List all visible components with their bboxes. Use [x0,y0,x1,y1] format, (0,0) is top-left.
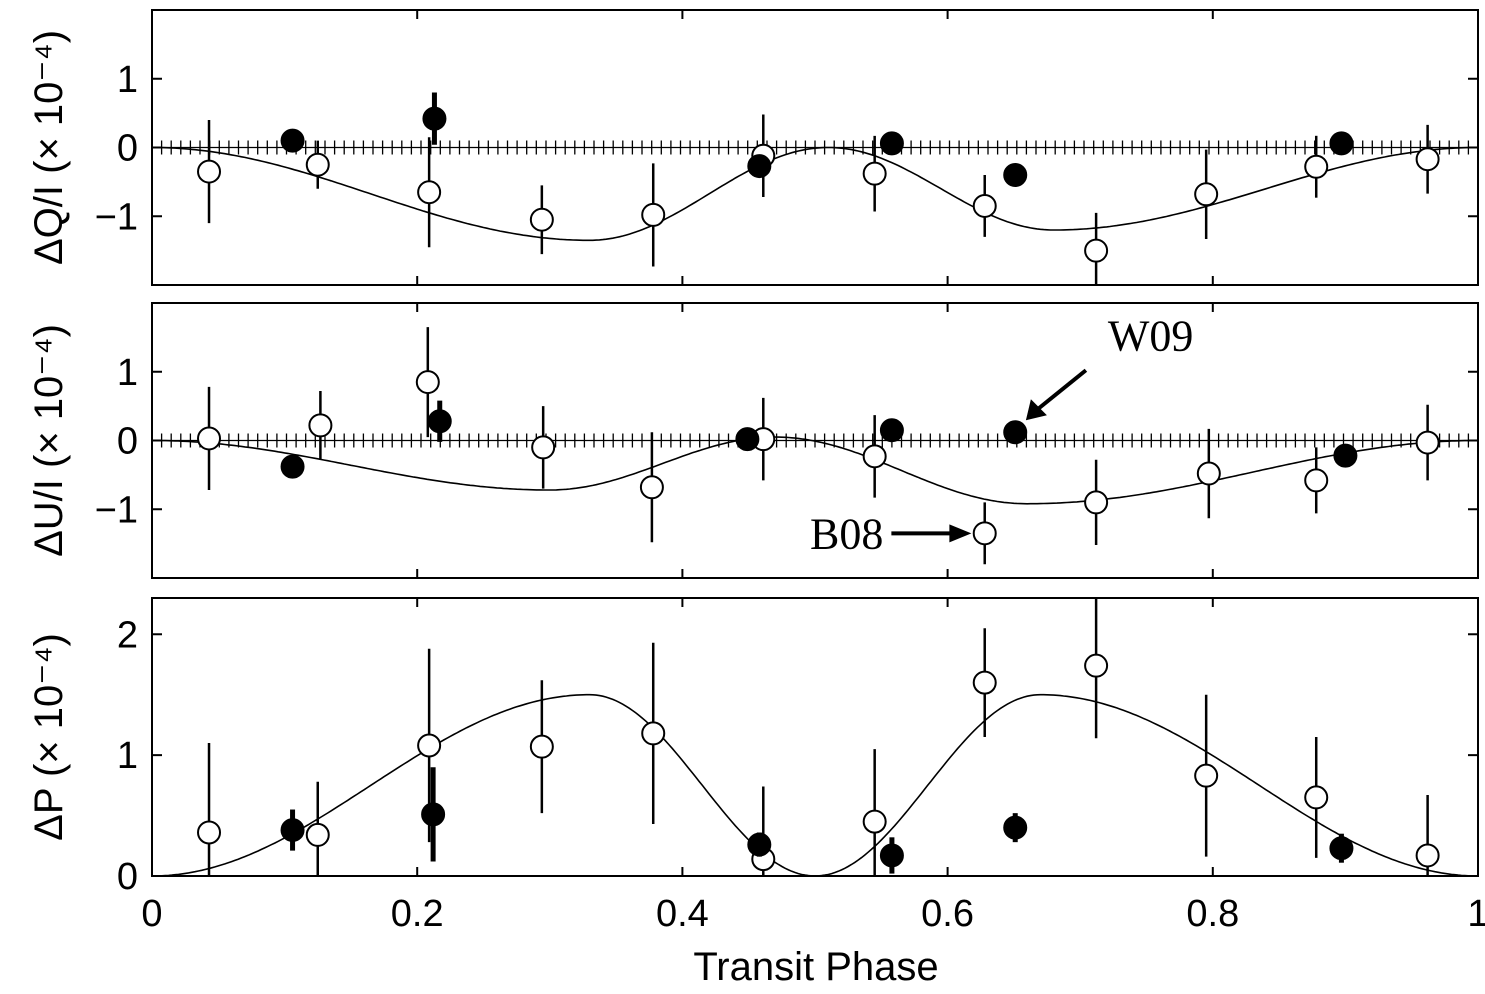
y-axis-title: ΔU/I (× 10⁻⁴) [27,324,71,557]
y-tick-label: 0 [117,856,138,898]
y-tick-label: 0 [117,128,138,170]
data-point-b08 [1304,785,1329,810]
model-curve [152,436,1478,505]
data-point-b08 [862,161,887,186]
data-point-b08 [529,207,554,232]
data-point-w09 [1333,443,1358,468]
data-point-b08 [1304,154,1329,179]
data-point-b08 [531,435,556,460]
y-tick-label: 1 [117,59,138,101]
data-point-b08 [1196,461,1221,486]
data-point-b08 [415,370,440,395]
data-point-w09 [427,409,452,434]
data-point-b08 [1415,147,1440,172]
data-point-w09 [879,418,904,443]
data-point-b08 [305,822,330,847]
series-w09 [280,767,1354,874]
data-point-b08 [641,721,666,746]
series-w09 [280,400,1358,479]
data-point-b08 [1415,430,1440,455]
plot-frame [151,597,1479,877]
data-point-w09 [1003,420,1028,445]
data-point-b08 [529,734,554,759]
y-tick-label: −1 [95,489,138,531]
data-point-b08 [972,193,997,218]
series-b08 [197,114,1440,285]
data-point-w09 [879,843,904,868]
data-point-b08 [305,152,330,177]
data-point-w09 [280,128,305,153]
data-point-b08 [1194,182,1219,207]
model-curve [152,146,1478,242]
data-point-w09 [879,131,904,156]
y-tick-label: 2 [117,614,138,656]
data-point-b08 [197,159,222,184]
data-point-b08 [197,820,222,845]
data-point-b08 [1304,468,1329,493]
panel-q: −1 0 1 ΔQ/I (× 10⁻⁴) [27,9,1479,286]
data-point-w09 [1003,815,1028,840]
data-point-w09 [747,832,772,857]
y-tick-label: −1 [95,196,138,238]
data-point-b08 [308,413,333,438]
annotation-arrowhead [1025,399,1047,421]
series-b08 [197,327,1440,565]
data-point-b08 [862,809,887,834]
y-tick-label: 1 [117,352,138,394]
data-point-b08 [641,202,666,227]
y-axis-title: ΔQ/I (× 10⁻⁴) [27,30,71,265]
data-point-b08 [1084,238,1109,263]
panel-u: −1 0 1 ΔU/I (× 10⁻⁴) W09 B08 [27,302,1479,579]
data-point-b08 [972,670,997,695]
panel-p: 0 1 2 ΔP (× 10⁻⁴) 0 0.2 0.4 0.6 0.8 1 [27,597,1485,935]
x-tick-label: 0 [141,893,162,935]
series-w09 [280,92,1354,187]
annotation-label-b08: B08 [810,509,883,558]
x-tick-label: 1 [1467,893,1485,935]
data-point-b08 [417,180,442,205]
x-tick-label: 0.8 [1186,893,1239,935]
data-point-b08 [639,475,664,500]
x-tick-label: 0.2 [391,893,444,935]
data-point-b08 [1194,763,1219,788]
data-point-b08 [1415,843,1440,868]
data-point-w09 [747,154,772,179]
y-axis-title: ΔP (× 10⁻⁴) [27,633,71,841]
data-point-w09 [280,818,305,843]
x-axis-title: Transit Phase [693,945,938,989]
annotation-arrowhead [949,524,972,543]
x-tick-label: 0.4 [656,893,709,935]
data-point-b08 [1084,490,1109,515]
model-curve [152,693,1478,877]
data-point-w09 [1003,163,1028,187]
data-point-w09 [421,802,446,827]
data-point-b08 [417,733,442,758]
annotation-label-w09: W09 [1108,311,1194,360]
data-point-b08 [972,521,997,546]
data-point-w09 [1329,836,1354,861]
data-point-b08 [1084,653,1109,678]
data-point-w09 [1329,131,1354,156]
data-point-w09 [422,106,447,131]
y-tick-label: 1 [117,735,138,777]
data-point-b08 [862,444,887,469]
annotation-arrow-line [1032,368,1088,414]
series-b08 [197,598,1440,876]
x-tick-label: 0.6 [921,893,974,935]
data-point-w09 [735,427,760,452]
data-point-b08 [197,426,222,451]
data-point-w09 [280,454,305,479]
y-tick-label: 0 [117,421,138,463]
